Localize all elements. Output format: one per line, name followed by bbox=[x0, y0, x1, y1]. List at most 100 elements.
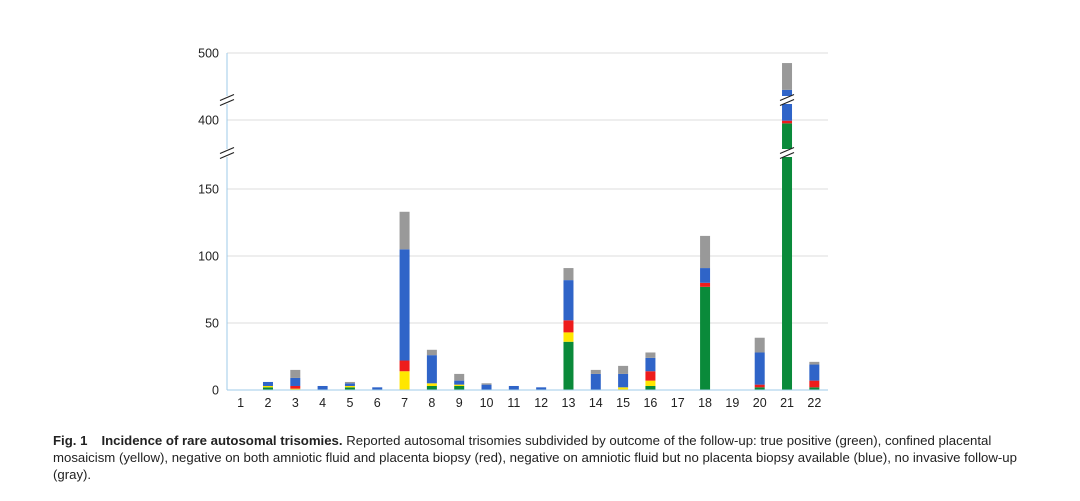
bar-8-no_invasive_follow_up bbox=[426, 349, 437, 356]
bar-22-negative_amniotic_no_biopsy bbox=[809, 364, 820, 381]
axes bbox=[219, 53, 828, 391]
x-tick-label-16: 16 bbox=[643, 396, 657, 410]
bar-3-negative_amniotic_no_biopsy bbox=[290, 377, 301, 386]
figure-caption-text: Reported autosomal trisomies subdivided … bbox=[53, 433, 1017, 482]
bar-16-no_invasive_follow_up bbox=[645, 352, 656, 358]
bar-9-true_positive bbox=[454, 385, 465, 390]
bar-21-true_positive bbox=[782, 123, 793, 390]
x-tick-labels: 1 2 3 4 5 6 7 8 9 10 11 12 13 14 15 16 17 18 19 20 21 22 bbox=[237, 396, 821, 410]
bar-15-confined_placental_mosaicism bbox=[618, 387, 629, 390]
x-tick-label-21: 21 bbox=[780, 396, 794, 410]
bar-21-no_invasive_follow_up bbox=[782, 63, 793, 90]
y-tick-label-0: 0 bbox=[212, 384, 219, 398]
bar-13-no_invasive_follow_up bbox=[563, 268, 574, 281]
bar-10-no_invasive_follow_up bbox=[481, 383, 492, 385]
bar-break-lower-21 bbox=[779, 146, 795, 160]
x-tick-label-3: 3 bbox=[292, 396, 299, 410]
x-tick-label-8: 8 bbox=[428, 396, 435, 410]
y-tick-label-400: 400 bbox=[198, 114, 219, 128]
bar-20-negative_both bbox=[754, 384, 765, 388]
bar-7-no_invasive_follow_up bbox=[399, 211, 410, 250]
bar-20-no_invasive_follow_up bbox=[754, 337, 765, 353]
bar-15-no_invasive_follow_up bbox=[618, 365, 629, 374]
x-tick-label-17: 17 bbox=[671, 396, 685, 410]
bar-10-negative_amniotic_no_biopsy bbox=[481, 384, 492, 390]
figure-label: Fig. 1 bbox=[53, 433, 88, 448]
bar-4-negative_amniotic_no_biopsy bbox=[317, 385, 328, 390]
bar-18-no_invasive_follow_up bbox=[700, 235, 711, 269]
bar-8-negative_amniotic_no_biopsy bbox=[426, 355, 437, 384]
x-tick-label-1: 1 bbox=[237, 396, 244, 410]
x-tick-label-6: 6 bbox=[374, 396, 381, 410]
bar-3-negative_both bbox=[290, 385, 301, 389]
bar-9-confined_placental_mosaicism bbox=[454, 384, 465, 386]
bar-21-negative_both bbox=[782, 120, 793, 124]
bar-2-true_positive bbox=[262, 387, 273, 390]
x-tick-label-20: 20 bbox=[753, 396, 767, 410]
bar-13-negative_both bbox=[563, 320, 574, 333]
bar-3-confined_placental_mosaicism bbox=[290, 388, 301, 390]
bar-9-no_invasive_follow_up bbox=[454, 373, 465, 381]
figure-caption: Fig. 1 Incidence of rare autosomal trisom… bbox=[53, 432, 1053, 483]
gridlines bbox=[227, 52, 828, 391]
y-tick-labels: 0 50 100 150 400 500 bbox=[198, 47, 219, 398]
bar-20-true_positive bbox=[754, 387, 765, 390]
bar-8-confined_placental_mosaicism bbox=[426, 383, 437, 386]
y-tick-label-500: 500 bbox=[198, 47, 219, 61]
bar-12-negative_amniotic_no_biopsy bbox=[536, 387, 547, 390]
bar-22-true_positive bbox=[809, 387, 820, 390]
bar-22-no_invasive_follow_up bbox=[809, 361, 820, 365]
bar-7-negative_both bbox=[399, 360, 410, 372]
bar-3-no_invasive_follow_up bbox=[290, 369, 301, 378]
figure-title: Incidence of rare autosomal trisomies. bbox=[101, 433, 343, 448]
bar-break-upper-21 bbox=[779, 93, 795, 107]
bar-5-negative_amniotic_no_biopsy bbox=[344, 383, 355, 386]
bar-5-confined_placental_mosaicism bbox=[344, 385, 355, 388]
y-tick-label-150: 150 bbox=[198, 183, 219, 197]
x-tick-label-5: 5 bbox=[346, 396, 353, 410]
bar-2-confined_placental_mosaicism bbox=[262, 385, 273, 388]
x-tick-label-22: 22 bbox=[807, 396, 821, 410]
x-tick-label-14: 14 bbox=[589, 396, 603, 410]
axis-break-upper bbox=[219, 93, 235, 107]
x-tick-label-11: 11 bbox=[507, 396, 520, 410]
x-tick-label-2: 2 bbox=[265, 396, 272, 410]
bar-11-negative_amniotic_no_biopsy bbox=[508, 385, 519, 390]
bar-13-negative_amniotic_no_biopsy bbox=[563, 280, 574, 321]
x-tick-label-15: 15 bbox=[616, 396, 630, 410]
x-tick-label-7: 7 bbox=[401, 396, 408, 410]
bar-7-confined_placental_mosaicism bbox=[399, 371, 410, 390]
bar-16-true_positive bbox=[645, 385, 656, 390]
x-tick-label-18: 18 bbox=[698, 396, 712, 410]
bar-6-negative_amniotic_no_biopsy bbox=[372, 387, 383, 390]
bar-8-true_positive bbox=[426, 385, 437, 390]
y-tick-label-50: 50 bbox=[205, 317, 219, 331]
bars bbox=[262, 63, 820, 390]
x-tick-label-19: 19 bbox=[725, 396, 739, 410]
bar-13-confined_placental_mosaicism bbox=[563, 332, 574, 342]
bar-7-negative_amniotic_no_biopsy bbox=[399, 249, 410, 361]
x-tick-label-13: 13 bbox=[562, 396, 576, 410]
bar-14-no_invasive_follow_up bbox=[590, 369, 601, 374]
bar-18-negative_amniotic_no_biopsy bbox=[700, 268, 711, 283]
bar-2-negative_amniotic_no_biopsy bbox=[262, 381, 273, 386]
bar-13-true_positive bbox=[563, 341, 574, 390]
y-tick-label-100: 100 bbox=[198, 250, 219, 264]
bar-21-negative_amniotic_no_biopsy bbox=[782, 89, 793, 121]
bar-18-true_positive bbox=[700, 286, 711, 390]
x-tick-label-12: 12 bbox=[534, 396, 548, 410]
bar-20-negative_amniotic_no_biopsy bbox=[754, 352, 765, 385]
bar-18-negative_both bbox=[700, 282, 711, 287]
bar-16-negative_both bbox=[645, 371, 656, 381]
x-tick-label-10: 10 bbox=[480, 396, 494, 410]
x-tick-label-9: 9 bbox=[456, 396, 463, 410]
bar-5-true_positive bbox=[344, 387, 355, 390]
bar-5-no_invasive_follow_up bbox=[344, 381, 355, 384]
bar-14-negative_amniotic_no_biopsy bbox=[590, 373, 601, 390]
bar-15-negative_amniotic_no_biopsy bbox=[618, 373, 629, 388]
axis-break-lower bbox=[219, 146, 235, 160]
bar-9-negative_amniotic_no_biopsy bbox=[454, 380, 465, 385]
bar-22-negative_both bbox=[809, 380, 820, 388]
bar-16-confined_placental_mosaicism bbox=[645, 380, 656, 386]
